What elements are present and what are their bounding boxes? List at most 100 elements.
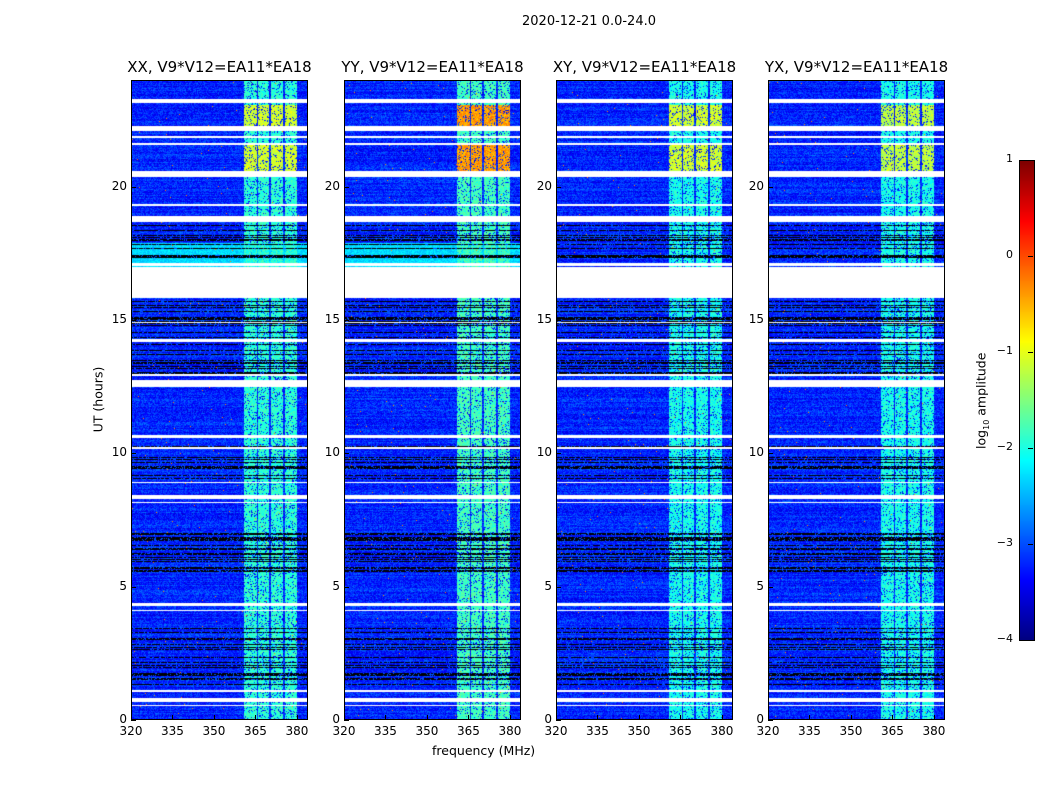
figure-title: 2020-12-21 0.0-24.0: [522, 14, 656, 29]
y-tick-mark: [768, 453, 773, 455]
y-tick-mark: [344, 586, 349, 588]
x-tick-label: 320: [544, 724, 568, 738]
x-tick-label: 365: [881, 724, 904, 738]
x-tick-mark: [556, 715, 557, 720]
panel-title: YY, V9*V12=EA11*EA18: [341, 58, 524, 76]
x-tick-mark: [213, 715, 215, 720]
colorbar: [1019, 160, 1035, 641]
x-tick-mark: [385, 715, 387, 720]
y-tick-label: 0: [756, 712, 764, 726]
x-tick-mark: [509, 715, 511, 720]
y-tick-mark: [344, 320, 349, 321]
x-tick-label: 380: [498, 724, 522, 738]
x-tick-label: 365: [244, 724, 267, 738]
colorbar-tick-mark: [1028, 544, 1033, 545]
y-tick-mark: [768, 320, 773, 321]
y-tick-mark: [556, 320, 561, 321]
x-tick-mark: [172, 715, 174, 720]
y-tick-label: 20: [748, 178, 764, 193]
y-tick-mark: [131, 720, 136, 721]
x-axis-label: frequency (MHz): [432, 743, 536, 758]
colorbar-tick-mark: [1028, 352, 1033, 353]
colorbar-label: log10 amplitude: [973, 352, 991, 449]
colorbar-tick-label: −1: [996, 344, 1013, 357]
x-tick-mark: [131, 715, 132, 720]
y-tick-mark: [768, 586, 773, 588]
y-tick-mark: [768, 720, 773, 721]
heatmap-panel: YX, V9*V12=EA11*EA18 320 335 350 365 380 0 5 10 1…: [749, 58, 948, 738]
y-tick-label: 10: [111, 445, 127, 460]
x-tick-mark: [721, 715, 723, 720]
heatmap-image: [768, 80, 945, 720]
x-tick-mark: [468, 715, 470, 720]
y-tick-label: 20: [536, 178, 552, 193]
x-tick-label: 320: [756, 724, 780, 738]
heatmap-panel: XX, V9*V12=EA11*EA18 320 335 350 365 380 0 5 10 1…: [112, 58, 312, 738]
x-tick-label: 320: [119, 724, 143, 738]
y-tick-mark: [768, 186, 773, 188]
x-tick-label: 380: [285, 724, 309, 738]
panel-title: YX, V9*V12=EA11*EA18: [764, 58, 949, 76]
x-tick-mark: [933, 715, 935, 720]
x-tick-label: 350: [839, 724, 863, 738]
y-tick-label: 10: [324, 445, 340, 460]
y-tick-mark: [344, 186, 349, 188]
heatmap-image: [131, 80, 308, 720]
heatmap-image: [556, 80, 733, 720]
y-tick-mark: [131, 320, 136, 321]
colorbar-tick-mark: [1028, 640, 1033, 641]
x-tick-label: 335: [798, 724, 821, 738]
y-tick-label: 5: [756, 578, 764, 593]
colorbar-tick-label: 0: [1006, 248, 1013, 261]
y-tick-label: 20: [111, 178, 127, 193]
x-tick-mark: [809, 715, 811, 720]
x-tick-label: 335: [161, 724, 184, 738]
y-tick-mark: [131, 186, 136, 188]
y-tick-label: 5: [544, 578, 552, 593]
y-tick-label: 5: [332, 578, 340, 593]
x-tick-mark: [892, 715, 894, 720]
x-tick-mark: [597, 715, 599, 720]
y-tick-label: 15: [324, 312, 340, 326]
y-tick-label: 0: [332, 712, 340, 726]
colorbar-tick-mark: [1028, 160, 1033, 161]
x-tick-mark: [768, 715, 769, 720]
x-tick-mark: [344, 715, 345, 720]
x-tick-label: 380: [710, 724, 734, 738]
x-tick-mark: [255, 715, 257, 720]
y-tick-label: 10: [748, 445, 764, 460]
y-tick-label: 0: [119, 712, 127, 726]
y-tick-mark: [556, 453, 561, 455]
colorbar-tick-label: −4: [996, 632, 1013, 645]
y-axis-label: UT (hours): [90, 366, 106, 433]
y-tick-label: 15: [536, 312, 552, 326]
x-tick-label: 335: [374, 724, 397, 738]
panel-frame: [556, 80, 733, 720]
x-tick-label: 335: [586, 724, 609, 738]
x-tick-mark: [426, 715, 428, 720]
y-tick-mark: [556, 720, 561, 721]
x-tick-label: 350: [202, 724, 226, 738]
panel-frame: [344, 80, 521, 720]
x-tick-label: 365: [457, 724, 480, 738]
y-tick-mark: [556, 186, 561, 188]
panel-title: XY, V9*V12=EA11*EA18: [552, 58, 737, 76]
colorbar-tick-mark: [1028, 256, 1033, 257]
colorbar-tick-label: −2: [996, 440, 1013, 453]
panel-frame: [768, 80, 945, 720]
x-tick-mark: [296, 715, 298, 720]
y-tick-label: 10: [536, 445, 552, 460]
y-tick-label: 0: [544, 712, 552, 726]
colorbar-tick-label: 1: [1006, 152, 1013, 165]
heatmap-panel: XY, V9*V12=EA11*EA18 320 335 350 365 380 0 5 10 1…: [537, 58, 736, 738]
y-tick-mark: [344, 453, 349, 455]
x-tick-mark: [638, 715, 640, 720]
panel-title: XX, V9*V12=EA11*EA18: [127, 58, 312, 76]
colorbar-tick-label: −3: [996, 536, 1013, 549]
x-tick-label: 350: [415, 724, 439, 738]
y-tick-mark: [131, 586, 136, 588]
y-tick-label: 20: [324, 178, 340, 193]
colorbar-tick-mark: [1028, 448, 1033, 449]
y-tick-label: 15: [111, 312, 127, 326]
